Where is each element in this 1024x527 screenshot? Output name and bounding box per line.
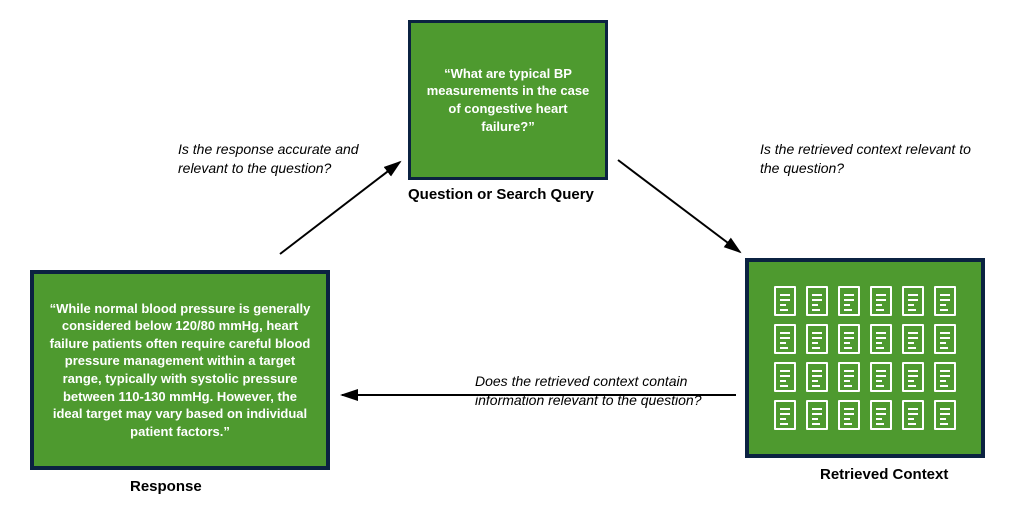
diagram-stage: “What are typical BP measurements in the… bbox=[0, 0, 1024, 527]
document-icon bbox=[838, 324, 860, 354]
node-response: “While normal blood pressure is generall… bbox=[30, 270, 330, 470]
node-retrieved-context bbox=[745, 258, 985, 458]
document-icon bbox=[838, 286, 860, 316]
document-icon bbox=[870, 400, 892, 430]
caption-question: Question or Search Query bbox=[408, 186, 608, 203]
document-icon bbox=[774, 324, 796, 354]
edge-label-context-to-response: Does the retrieved context contain infor… bbox=[475, 372, 715, 410]
document-icon bbox=[838, 400, 860, 430]
document-icon bbox=[806, 362, 828, 392]
document-icon bbox=[838, 362, 860, 392]
node-question-text: “What are typical BP measurements in the… bbox=[425, 65, 591, 135]
document-icon bbox=[934, 286, 956, 316]
edge-label-response-to-question: Is the response accurate and relevant to… bbox=[178, 140, 388, 178]
caption-retrieved-context: Retrieved Context bbox=[820, 466, 1020, 483]
edge-question-to-context bbox=[618, 160, 740, 252]
document-icon bbox=[902, 362, 924, 392]
document-icon bbox=[934, 362, 956, 392]
document-icon bbox=[806, 286, 828, 316]
document-icon bbox=[806, 400, 828, 430]
node-response-text: “While normal blood pressure is generall… bbox=[48, 300, 312, 440]
document-icon bbox=[774, 400, 796, 430]
edge-label-question-to-context: Is the retrieved context relevant to the… bbox=[760, 140, 980, 178]
document-icon bbox=[774, 286, 796, 316]
document-icon-grid bbox=[763, 274, 967, 442]
document-icon bbox=[902, 286, 924, 316]
document-icon bbox=[806, 324, 828, 354]
document-icon bbox=[774, 362, 796, 392]
document-icon bbox=[870, 362, 892, 392]
document-icon bbox=[870, 286, 892, 316]
document-icon bbox=[902, 324, 924, 354]
node-question: “What are typical BP measurements in the… bbox=[408, 20, 608, 180]
document-icon bbox=[934, 324, 956, 354]
document-icon bbox=[934, 400, 956, 430]
document-icon bbox=[870, 324, 892, 354]
caption-response: Response bbox=[130, 478, 250, 495]
document-icon bbox=[902, 400, 924, 430]
